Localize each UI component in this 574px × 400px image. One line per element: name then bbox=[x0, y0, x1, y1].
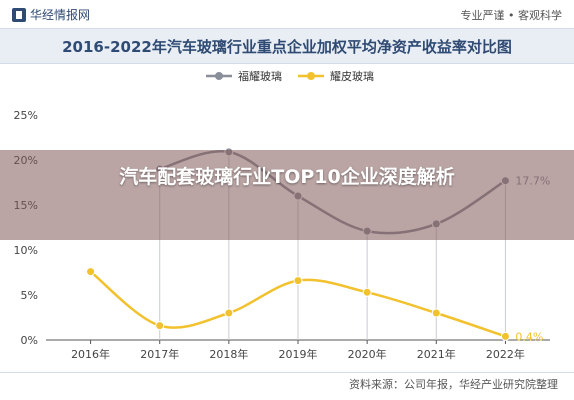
data-point bbox=[293, 276, 303, 286]
brand-name: 华经情报网 bbox=[30, 8, 91, 22]
legend-marker bbox=[215, 72, 223, 80]
x-tick-label: 2016年 bbox=[71, 347, 110, 361]
data-point bbox=[86, 267, 96, 277]
legend-label: 耀皮玻璃 bbox=[330, 69, 374, 83]
x-tick-label: 2018年 bbox=[209, 347, 248, 361]
legend-label: 福耀玻璃 bbox=[238, 69, 282, 83]
x-tick-label: 2017年 bbox=[140, 347, 179, 361]
x-tick-label: 2021年 bbox=[417, 347, 456, 361]
y-tick-label: 5% bbox=[21, 289, 38, 302]
site-header: 华经情报网 专业严谨 • 客观科学 bbox=[0, 0, 574, 28]
footer-divider bbox=[0, 372, 574, 373]
y-tick-label: 0% bbox=[21, 334, 38, 347]
article-title: 汽车配套玻璃行业TOP10企业深度解析 bbox=[119, 166, 455, 188]
y-tick-label: 10% bbox=[14, 244, 38, 257]
header-slogan: 专业严谨 • 客观科学 bbox=[460, 9, 562, 22]
data-point bbox=[224, 308, 234, 318]
source-note: 资料来源：公司年报，华经产业研究院整理 bbox=[349, 378, 558, 391]
brand-logo-icon bbox=[12, 7, 26, 22]
data-point bbox=[500, 331, 510, 341]
x-tick-label: 2020年 bbox=[348, 347, 387, 361]
data-point bbox=[155, 321, 165, 331]
x-tick-label: 2022年 bbox=[486, 347, 525, 361]
series-end-label: 0.4% bbox=[515, 330, 543, 343]
chart-title-bar: 2016-2022年汽车玻璃行业重点企业加权平均净资产收益率对比图 bbox=[0, 28, 574, 64]
legend-marker bbox=[307, 72, 315, 80]
chart-title: 2016-2022年汽车玻璃行业重点企业加权平均净资产收益率对比图 bbox=[62, 38, 512, 56]
data-point bbox=[362, 287, 372, 297]
y-tick-label: 25% bbox=[14, 109, 38, 122]
article-title-overlay[interactable]: 汽车配套玻璃行业TOP10企业深度解析 bbox=[0, 150, 574, 240]
brand-logo[interactable]: 华经情报网 bbox=[12, 6, 90, 23]
data-point bbox=[431, 308, 441, 318]
x-tick-label: 2019年 bbox=[279, 347, 318, 361]
